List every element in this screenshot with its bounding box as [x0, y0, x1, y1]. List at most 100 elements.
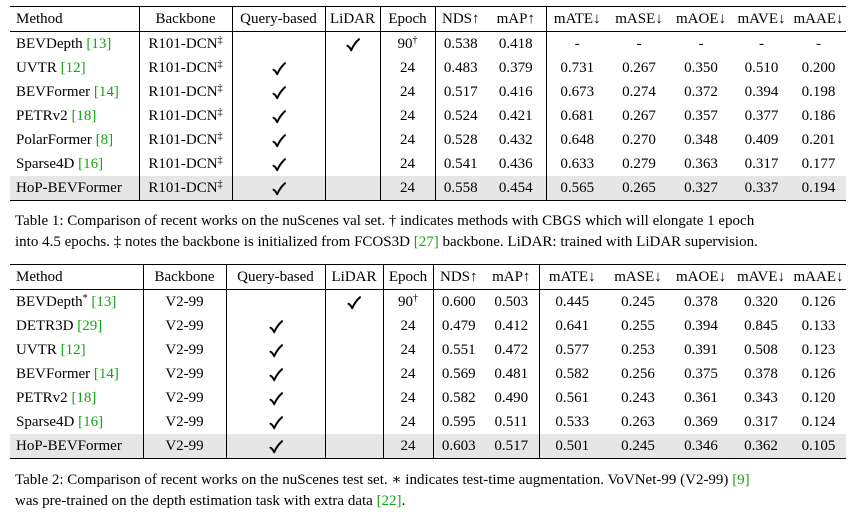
lidar-cell — [324, 338, 383, 362]
table-row: PETRv2 [18] V2-99 24 0.582 0.490 0.561 0.243 0.… — [10, 386, 846, 410]
epoch-cell: 24 — [382, 362, 433, 386]
backbone-cell: V2-99 — [142, 410, 226, 434]
maoe-cell: - — [698, 36, 704, 52]
results-table-val: Method Backbone Query-based LiDAR Epoch NDS↑ m… — [10, 6, 846, 201]
nds-cell: 0.569 — [432, 362, 484, 386]
map-cell: 0.416 — [498, 84, 533, 100]
mate-cell: 0.582 — [538, 362, 605, 386]
mate-cell: 0.731 — [545, 56, 608, 80]
method-cell: Sparse4D [16] — [10, 410, 143, 434]
backbone-cell: R101-DCN‡ — [138, 31, 232, 56]
epoch-cell: 24 — [382, 338, 433, 362]
epoch-cell: 24 — [379, 176, 435, 201]
maoe-cell: 0.357 — [684, 108, 718, 124]
backbone-name: R101-DCN — [148, 108, 218, 124]
column-header: Epoch — [379, 6, 435, 32]
backbone-cell: V2-99 — [142, 314, 226, 338]
table-row: Sparse4D [16] R101-DCN‡ 24 0.541 0.436 0.633 0… — [10, 152, 846, 176]
mase-cell: 0.265 — [608, 176, 670, 201]
table1-caption-line2: into 4.5 epochs. ‡ notes the backbone is… — [15, 232, 855, 253]
citation-link[interactable]: [22] — [376, 493, 402, 509]
citation-link[interactable]: [12] — [60, 60, 86, 76]
lidar-cell — [324, 362, 383, 386]
table-row: PolarFormer [8] R101-DCN‡ 24 0.528 0.432 0.64… — [10, 128, 846, 152]
citation-link[interactable]: [12] — [60, 342, 86, 358]
mave-cell: 0.508 — [744, 342, 778, 358]
citation-link[interactable]: [18] — [71, 390, 97, 406]
nds-cell: 0.528 — [434, 128, 486, 152]
epoch-cell: 24 — [379, 80, 435, 104]
maae-cell: 0.126 — [801, 294, 836, 310]
citation-link[interactable]: [8] — [95, 132, 114, 148]
maae-cell: 0.194 — [791, 176, 846, 201]
lidar-cell — [324, 289, 383, 314]
table-row: BEVDepth [13] R101-DCN‡ 90† 0.538 0.418- - - - - — [10, 31, 846, 56]
checkmark-icon — [272, 85, 286, 99]
mave-cell: 0.409 — [744, 132, 779, 148]
table-row: UVTR [12] V2-99 24 0.551 0.472 0.577 0.253 0.39… — [10, 338, 846, 362]
citation-link[interactable]: [14] — [93, 366, 119, 382]
checkmark-icon — [269, 415, 283, 429]
backbone-name: V2-99 — [165, 366, 204, 382]
maoe-cell: 0.327 — [670, 176, 732, 201]
mate-cell: 0.561 — [538, 386, 605, 410]
checkmark-icon — [269, 439, 283, 453]
citation-link[interactable]: [16] — [78, 414, 104, 430]
map-cell: 0.511 — [494, 414, 528, 430]
query-based-cell — [225, 434, 325, 459]
mase-cell: 0.279 — [622, 156, 656, 172]
mave-cell: 0.377 — [744, 108, 779, 124]
backbone-cell: V2-99 — [142, 362, 226, 386]
table1-caption-line1: Table 1: Comparison of recent works on t… — [15, 213, 755, 229]
table2-caption: Table 2: Comparison of recent works on t… — [15, 470, 855, 512]
epoch-value: 24 — [400, 132, 415, 148]
backbone-name: R101-DCN — [148, 60, 218, 76]
epoch-cell: 24 — [382, 434, 433, 459]
maoe-cell: 0.378 — [684, 294, 718, 310]
lidar-cell — [324, 104, 380, 128]
mave-cell: 0.378 — [744, 366, 778, 382]
epoch-cell: 24 — [379, 56, 435, 80]
mave-cell: 0.394 — [744, 84, 779, 100]
checkmark-icon — [346, 37, 360, 51]
query-based-cell — [225, 338, 325, 362]
backbone-name: V2-99 — [165, 414, 204, 430]
map-cell: 0.454 — [486, 176, 546, 201]
epoch-cell: 24 — [379, 152, 435, 176]
nds-cell: 0.483 — [434, 56, 486, 80]
map-cell: 0.412 — [494, 318, 529, 334]
nds-cell: 0.558 — [434, 176, 486, 201]
column-header: mAOE↓ — [670, 6, 732, 32]
column-header: NDS↑ — [432, 264, 484, 290]
table1-caption: Table 1: Comparison of recent works on t… — [15, 211, 855, 253]
citation-link[interactable]: [14] — [93, 84, 119, 100]
nds-cell: 0.600 — [432, 289, 484, 314]
checkmark-icon — [269, 367, 283, 381]
checkmark-icon — [269, 343, 283, 357]
citation-link[interactable]: [9] — [732, 472, 750, 488]
backbone-cell: R101-DCN‡ — [138, 176, 232, 201]
epoch-value: 90 — [398, 294, 413, 310]
backbone-cell: V2-99 — [142, 386, 226, 410]
backbone-name: R101-DCN — [148, 132, 218, 148]
column-header: LiDAR — [324, 264, 383, 290]
citation-link[interactable]: [16] — [78, 156, 104, 172]
column-header: NDS↑ — [434, 6, 486, 32]
maae-cell: 0.123 — [801, 342, 836, 358]
maoe-cell: 0.350 — [684, 60, 718, 76]
citation-link[interactable]: [13] — [86, 36, 112, 52]
citation-link[interactable]: [29] — [77, 318, 103, 334]
backbone-cell: V2-99 — [142, 434, 226, 459]
table-row: BEVFormer [14] R101-DCN‡ 24 0.517 0.416 0.673… — [10, 80, 846, 104]
mave-cell: 0.337 — [732, 176, 791, 201]
column-header: mAAE↓ — [791, 264, 846, 290]
checkmark-icon — [347, 295, 361, 309]
nds-cell: 0.524 — [434, 104, 486, 128]
citation-link[interactable]: [27] — [413, 234, 439, 250]
method-name: BEVFormer — [16, 366, 91, 382]
table2-caption-line2: was pre-trained on the depth estimation … — [15, 491, 855, 512]
epoch-value: 24 — [400, 414, 416, 430]
citation-link[interactable]: [13] — [91, 294, 117, 310]
citation-link[interactable]: [18] — [71, 108, 97, 124]
